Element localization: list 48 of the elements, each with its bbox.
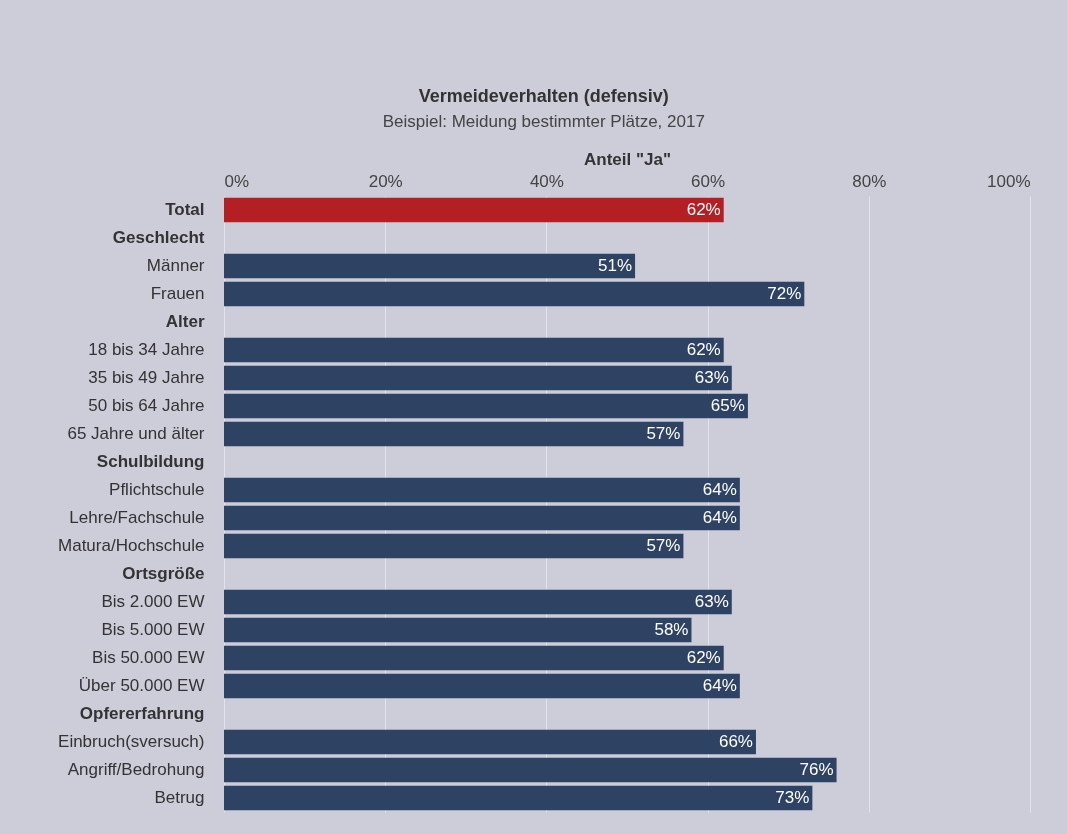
x-tick-label: 80% [852,171,887,191]
y-tick-label: 18 bis 34 Jahre [88,340,205,359]
y-tick-label: Ortsgröße [122,564,205,583]
data-label: 66% [718,732,753,751]
data-label: 65% [710,396,745,415]
chart-subtitle: Beispiel: Meidung bestimmter Plätze, 2017 [382,112,705,131]
x-tick-label: 60% [691,171,726,191]
y-tick-label: Angriff/Bedrohung [67,760,205,779]
y-tick-label: Über 50.000 EW [78,676,205,695]
data-label: 72% [767,284,802,303]
data-label: 64% [702,508,737,527]
y-tick-label: 50 bis 64 Jahre [88,396,205,415]
y-tick-label: Pflichtschule [109,480,205,499]
y-tick-label: Einbruch(sversuch) [58,732,205,751]
data-label: 58% [654,620,689,639]
data-label: 62% [686,340,721,359]
data-label: 51% [598,256,633,275]
y-tick-label: Alter [165,312,205,331]
y-tick-label: 65 Jahre und älter [67,424,205,443]
chart-title: Vermeideverhalten (defensiv) [418,86,669,106]
x-tick-label: 20% [368,171,403,191]
data-label: 64% [702,480,737,499]
y-tick-label: Bis 50.000 EW [92,648,205,667]
y-tick-label: Betrug [154,788,205,807]
data-label: 63% [694,368,729,387]
data-label: 63% [694,592,729,611]
y-tick-label: Total [165,200,205,219]
y-tick-label: Männer [146,256,205,275]
y-tick-label: Frauen [150,284,205,303]
data-label: 64% [702,676,737,695]
data-label: 57% [646,536,681,555]
data-label: 76% [799,760,834,779]
x-tick-label: 0% [224,171,250,191]
y-tick-label: Geschlecht [112,228,205,247]
y-tick-label: Bis 2.000 EW [101,592,205,611]
y-tick-label: Bis 5.000 EW [101,620,205,639]
data-label: 57% [646,424,681,443]
y-tick-label: Matura/Hochschule [58,536,205,555]
x-tick-label: 40% [529,171,564,191]
data-label: 62% [686,648,721,667]
y-tick-label: 35 bis 49 Jahre [88,368,205,387]
x-axis-title: Anteil "Ja" [584,149,671,169]
x-tick-label: 100% [987,171,1031,191]
y-tick-label: Opfererfahrung [79,704,205,723]
y-tick-label: Lehre/Fachschule [69,508,205,527]
y-tick-label: Schulbildung [96,452,205,471]
data-label: 62% [686,200,721,219]
data-label: 73% [775,788,810,807]
